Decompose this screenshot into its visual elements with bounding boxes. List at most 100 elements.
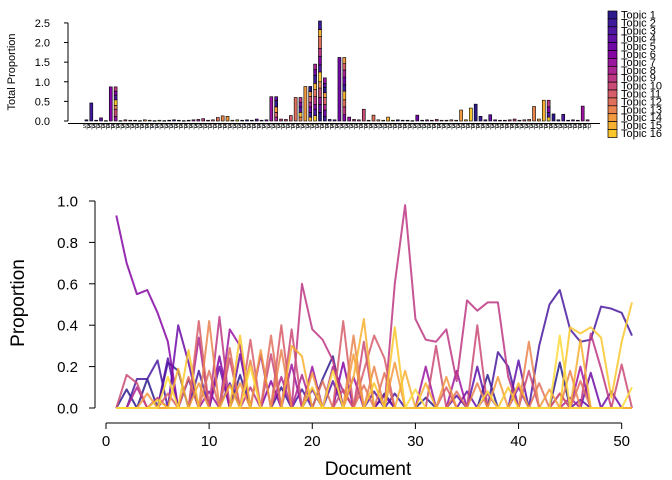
bar-segment: [245, 119, 249, 122]
bar-x-tick-label: sp: [277, 123, 285, 130]
legend-swatch: [607, 113, 618, 123]
bar-segment: [376, 119, 381, 122]
bar-stack: [108, 86, 113, 122]
bar-x-tick-label: sp: [248, 123, 256, 130]
bar-stack: [254, 118, 259, 122]
bar-segment: [571, 119, 575, 122]
bar-stack: [464, 119, 468, 122]
bar-x-tick-label: sp: [146, 123, 154, 130]
bar-segment: [318, 97, 322, 105]
bar-stack: [157, 119, 162, 122]
bar-segment: [264, 119, 269, 122]
bar-segment: [133, 119, 137, 122]
bar-segment: [337, 57, 342, 122]
bar-stack: [230, 119, 235, 122]
bar-segment: [357, 119, 361, 122]
bar-x-tick-label: sp: [443, 123, 451, 130]
bar-segment: [566, 119, 570, 122]
bar-segment: [318, 112, 322, 122]
bar-stack: [420, 119, 424, 122]
bar-stack: [371, 114, 376, 122]
bar-x-tick-label: sp: [462, 123, 470, 130]
bar-stack: [381, 119, 386, 122]
bar-segment: [113, 86, 118, 92]
bar-x-tick-label: sp: [380, 123, 388, 130]
bar-x-tick-label: sp: [263, 123, 271, 130]
bar-segment: [323, 92, 327, 98]
bar-x-tick-label: sp: [282, 123, 290, 130]
bar-x-tick-label: sp: [399, 123, 407, 130]
bar-segment: [323, 83, 327, 88]
bar-x-tick-label: sp: [341, 123, 349, 130]
bar-segment: [220, 115, 225, 122]
bar-segment: [274, 96, 278, 101]
bar-x-tick-label: sp: [131, 123, 139, 130]
bar-segment: [313, 75, 317, 84]
bar-x-tick-label: sp: [331, 123, 339, 130]
bar-segment: [94, 119, 98, 122]
bar-x-tick-label: sp: [243, 123, 251, 130]
bar-x-tick-label: sp: [97, 123, 105, 130]
bar-x-tick-label: sp: [253, 123, 261, 130]
bar-segment: [546, 106, 551, 113]
line-y-tick-label: 0.4: [57, 318, 78, 335]
bar-stack: [225, 115, 230, 122]
bar-segment: [576, 119, 580, 122]
bar-stack: [522, 119, 527, 122]
bar-x-tick-label: sp: [107, 123, 115, 130]
bar-segment: [113, 94, 118, 101]
bar-segment: [308, 86, 313, 92]
bar-x-tick-label: sp: [199, 123, 207, 130]
legend-swatch: [607, 73, 618, 83]
bar-x-tick-label: sp: [438, 123, 446, 130]
bar-stack: [361, 108, 366, 122]
bar-x-tick-label: sp: [272, 123, 280, 130]
bar-x-tick-label: sp: [287, 123, 295, 130]
bar-y-tick-label: 2.5: [35, 18, 50, 30]
legend-swatch: [607, 105, 618, 115]
bar-stack: [527, 119, 531, 122]
bar-segment: [386, 116, 390, 122]
bar-stack: [517, 119, 522, 122]
line-y-tick-label: 1.0: [57, 194, 78, 211]
bar-stack: [561, 114, 566, 122]
bar-x-tick-label: sp: [170, 123, 178, 130]
bar-x-tick-label: sp: [414, 123, 422, 130]
bar-x-tick-label: sp: [336, 123, 344, 130]
legend-swatch: [607, 121, 618, 130]
bar-x-tick-label: sp: [161, 123, 169, 130]
bar-y-axis-label: Total Proportion: [6, 33, 18, 110]
legend-label: Topic 2: [621, 17, 656, 29]
bar-x-tick-label: sp: [569, 123, 577, 130]
bar-stack: [376, 119, 381, 122]
bar-x-tick-label: sp: [423, 123, 431, 130]
bar-segment: [269, 96, 274, 122]
bar-segment: [580, 105, 585, 122]
bar-stack: [342, 57, 347, 122]
legend-label: Topic 15: [621, 120, 662, 132]
legend-swatch: [607, 10, 618, 20]
bar-stack: [327, 119, 332, 122]
bar-stack: [298, 97, 303, 122]
bar-segment: [293, 97, 298, 122]
line-y-tick-label: 0.8: [57, 235, 78, 252]
bar-x-tick-label: sp: [292, 123, 300, 130]
legend-swatch: [607, 81, 618, 91]
bar-x-tick-label: sp: [584, 123, 592, 130]
bar-stack: [206, 119, 210, 122]
bar-x-tick-label: sp: [491, 123, 499, 130]
bar-stack: [128, 119, 133, 122]
bar-stack: [264, 119, 269, 122]
bar-x-tick-label: sp: [311, 123, 319, 130]
legend-label: Topic 7: [621, 57, 656, 69]
bar-stack: [454, 119, 459, 122]
bar-stack: [250, 119, 254, 122]
bar-x-tick-label: sp: [360, 123, 368, 130]
bar-stack: [84, 119, 89, 122]
bar-stack: [507, 119, 512, 122]
bar-stack: [551, 113, 556, 122]
bar-segment: [585, 119, 590, 122]
bar-segment: [313, 89, 317, 97]
bar-segment: [211, 119, 215, 122]
bar-x-tick-label: sp: [321, 123, 329, 130]
